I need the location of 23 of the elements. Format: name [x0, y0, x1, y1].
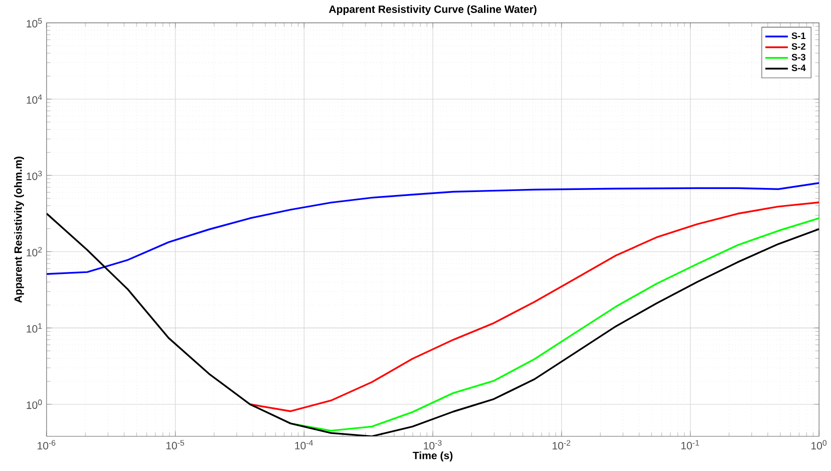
line-series — [46, 212, 820, 436]
x-tick-label: 10$^{-6}$ — [38, 440, 56, 450]
chart-title: Apparent Resistivity Curve (Saline Water) — [328, 5, 536, 16]
x-axis-title: Time (s) — [412, 451, 452, 462]
x-tick-label: 10$^{-5}$ — [166, 440, 184, 450]
x-tick-label: 10$^{-4}$ — [295, 440, 313, 450]
y-tick-label: 10$^{2}$ — [26, 246, 42, 256]
legend-label: S-3 — [792, 54, 806, 60]
legend-label: S-4 — [792, 64, 806, 72]
x-tick-label: 10$^{-2}$ — [552, 440, 570, 450]
y-axis-title: Apparent Resistivity (ohm.m) — [14, 156, 24, 303]
y-tick-label: 10$^{4}$ — [26, 94, 42, 104]
line-series — [248, 201, 820, 412]
x-tick-label: 10$^{0}$ — [811, 440, 826, 450]
y-tick-label: 10$^{0}$ — [26, 400, 42, 409]
line-series — [46, 182, 820, 275]
legend-label: S-1 — [792, 32, 806, 40]
legend-label: S-2 — [792, 43, 806, 50]
y-tick-label: 10$^{5}$ — [26, 18, 42, 28]
y-tick-label: 10$^{1}$ — [26, 323, 42, 333]
x-tick-label: 10$^{-1}$ — [681, 440, 699, 450]
y-tick-label: 10$^{3}$ — [26, 170, 42, 180]
x-tick-label: 10$^{-3}$ — [424, 440, 442, 450]
